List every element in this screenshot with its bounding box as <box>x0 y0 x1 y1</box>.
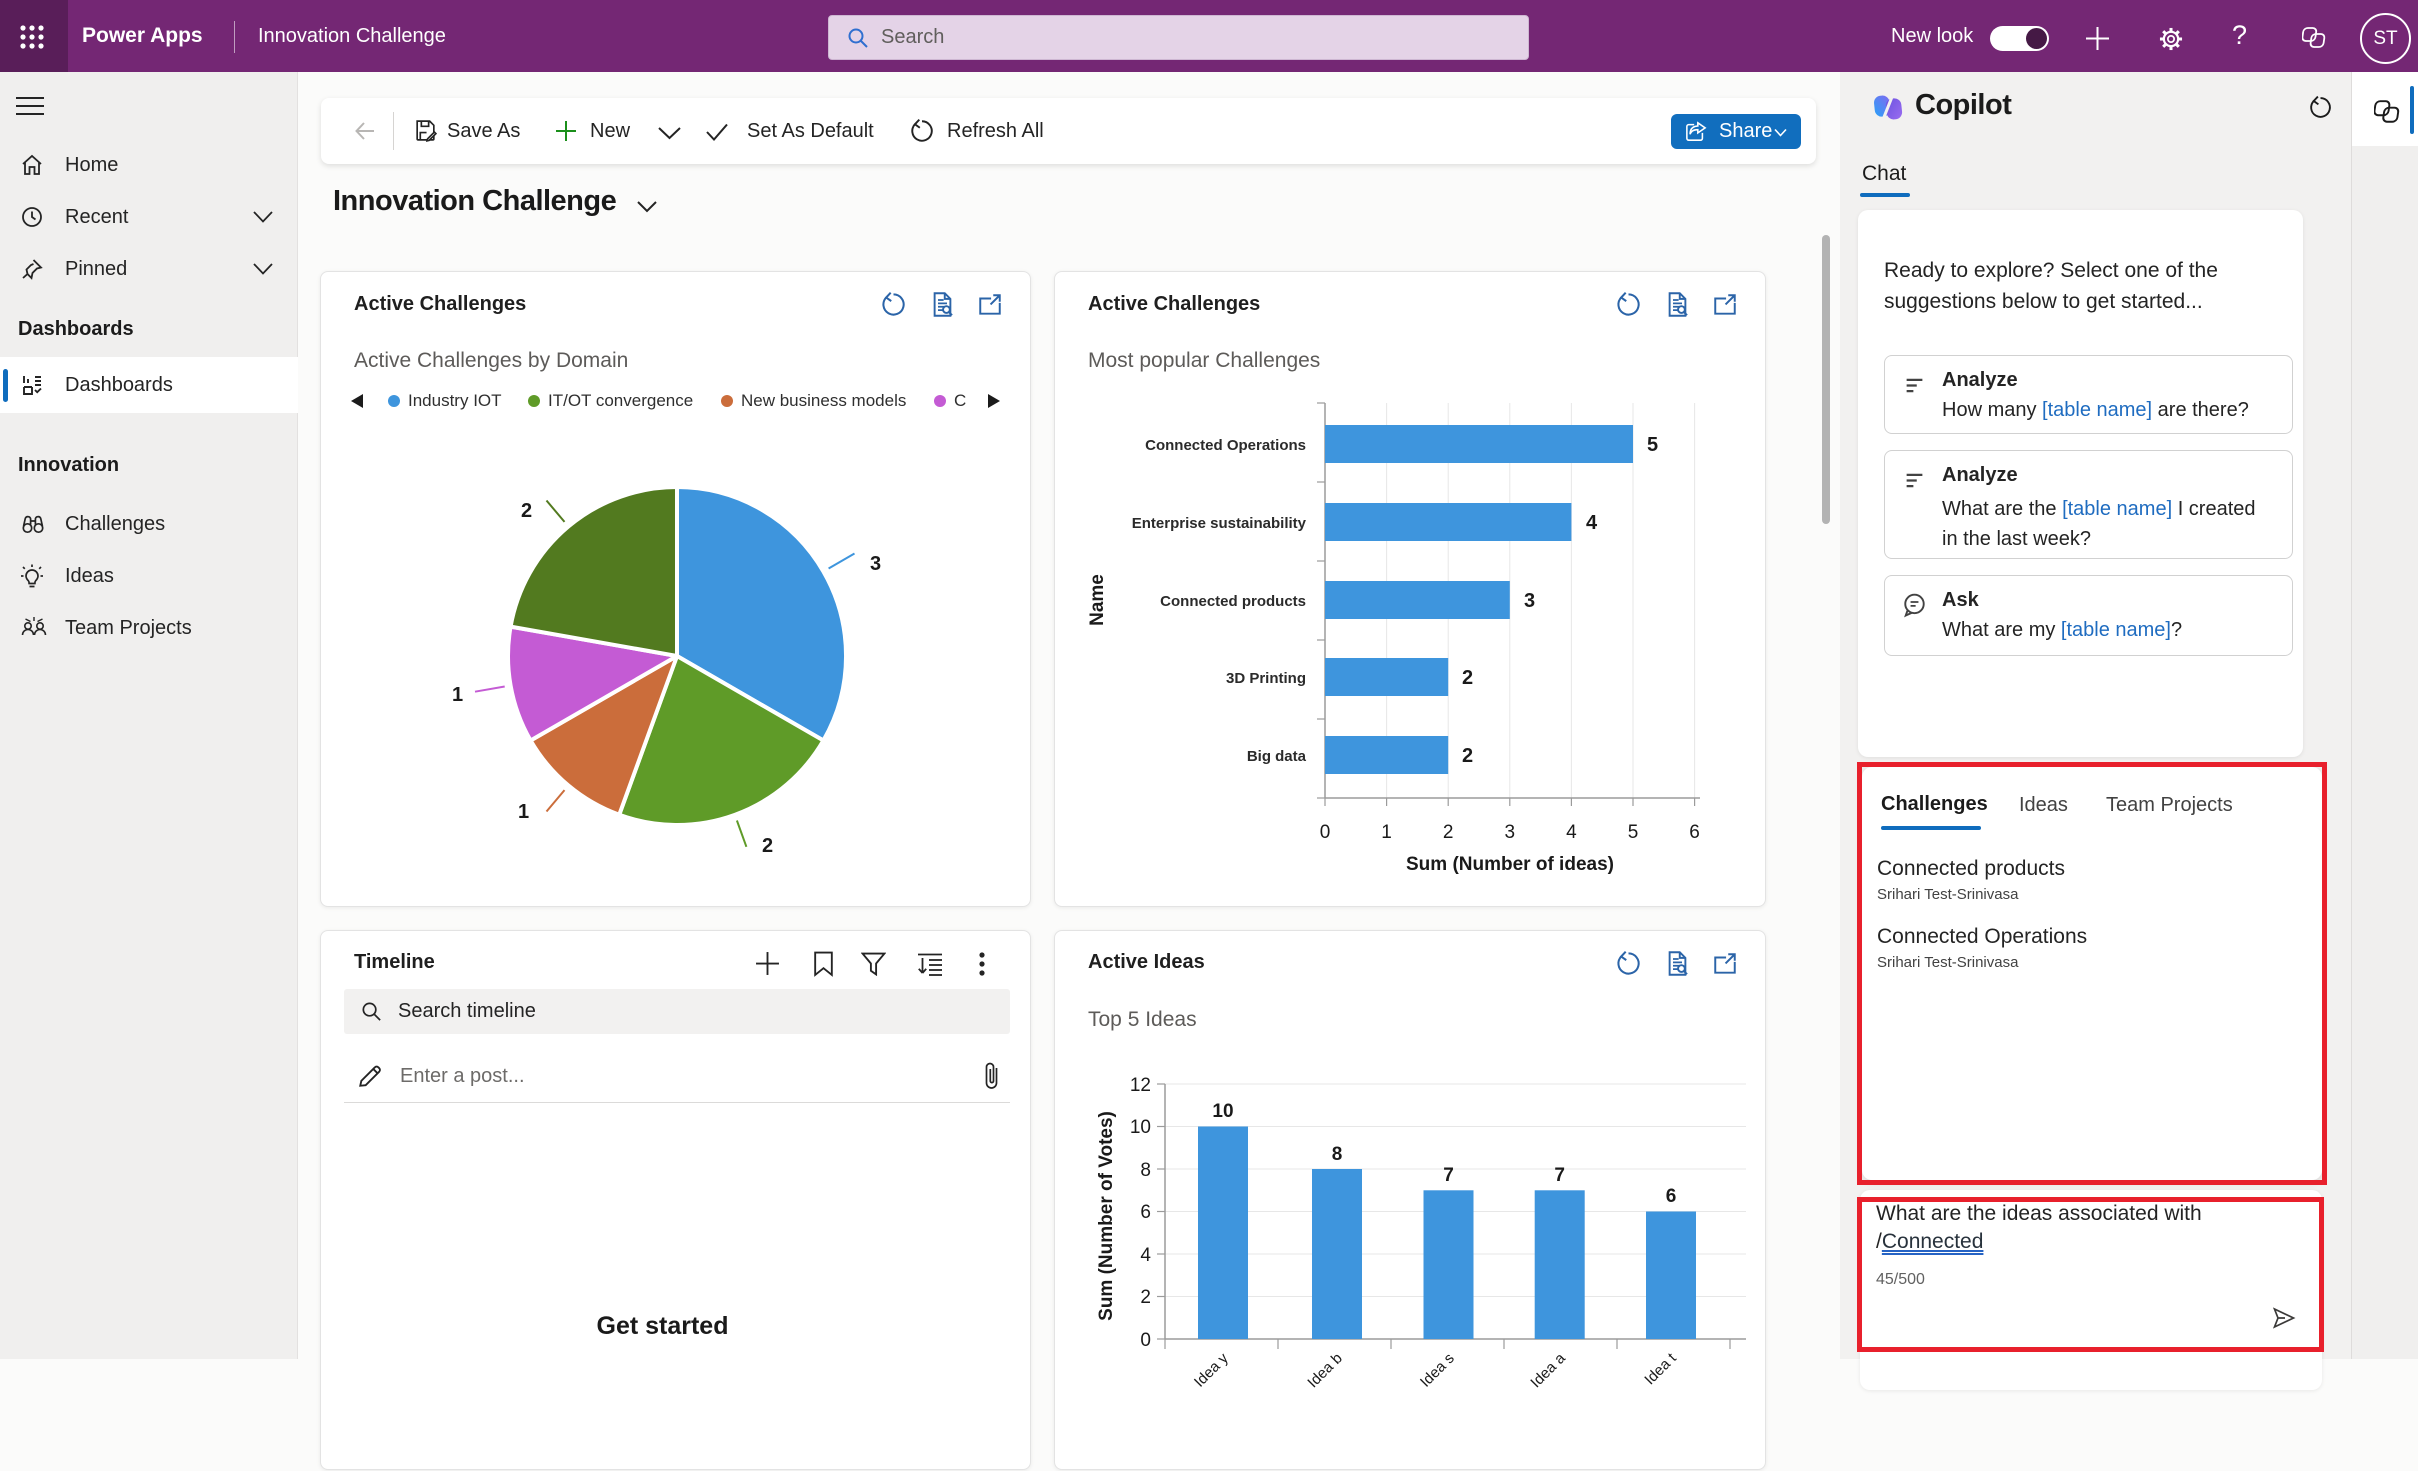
svg-text:8: 8 <box>1332 1144 1343 1165</box>
svg-text:2: 2 <box>1443 822 1454 843</box>
svg-text:4: 4 <box>1566 822 1577 843</box>
svg-text:2: 2 <box>1462 667 1473 689</box>
svg-text:Idea s: Idea s <box>1417 1350 1458 1391</box>
svg-text:10: 10 <box>1130 1117 1151 1138</box>
svg-text:0: 0 <box>1320 822 1331 843</box>
svg-text:1: 1 <box>452 684 463 706</box>
svg-text:Idea a: Idea a <box>1527 1349 1569 1391</box>
svg-text:Enterprise sustainability: Enterprise sustainability <box>1132 515 1307 532</box>
svg-text:7: 7 <box>1443 1165 1454 1186</box>
svg-text:2: 2 <box>521 500 532 522</box>
svg-text:2: 2 <box>762 835 773 857</box>
svg-text:Idea y: Idea y <box>1191 1349 1232 1390</box>
svg-text:Idea t: Idea t <box>1641 1349 1680 1388</box>
svg-text:12: 12 <box>1130 1075 1151 1096</box>
svg-text:5: 5 <box>1628 822 1639 843</box>
svg-text:5: 5 <box>1647 434 1658 456</box>
svg-text:Sum (Number of Votes): Sum (Number of Votes) <box>1096 1111 1117 1321</box>
svg-text:Idea b: Idea b <box>1304 1350 1346 1392</box>
svg-text:6: 6 <box>1666 1186 1677 1207</box>
svg-text:4: 4 <box>1586 512 1598 534</box>
svg-text:4: 4 <box>1140 1245 1151 1266</box>
svg-text:2: 2 <box>1462 745 1473 767</box>
svg-text:Name: Name <box>1087 574 1108 626</box>
svg-text:10: 10 <box>1212 1101 1233 1122</box>
svg-text:6: 6 <box>1140 1202 1151 1223</box>
svg-text:2: 2 <box>1140 1287 1151 1308</box>
svg-text:0: 0 <box>1140 1330 1151 1351</box>
svg-text:Connected Operations: Connected Operations <box>1145 437 1306 454</box>
svg-text:Big data: Big data <box>1247 748 1307 765</box>
svg-text:3D Printing: 3D Printing <box>1226 670 1306 687</box>
svg-text:8: 8 <box>1140 1160 1151 1181</box>
svg-text:Connected products: Connected products <box>1160 593 1306 610</box>
svg-text:6: 6 <box>1689 822 1700 843</box>
svg-text:7: 7 <box>1554 1165 1565 1186</box>
svg-text:3: 3 <box>1524 590 1535 612</box>
svg-text:3: 3 <box>870 553 881 575</box>
svg-text:Sum (Number of ideas): Sum (Number of ideas) <box>1406 854 1614 875</box>
svg-text:3: 3 <box>1505 822 1516 843</box>
svg-text:1: 1 <box>1381 822 1392 843</box>
svg-text:1: 1 <box>518 801 529 823</box>
